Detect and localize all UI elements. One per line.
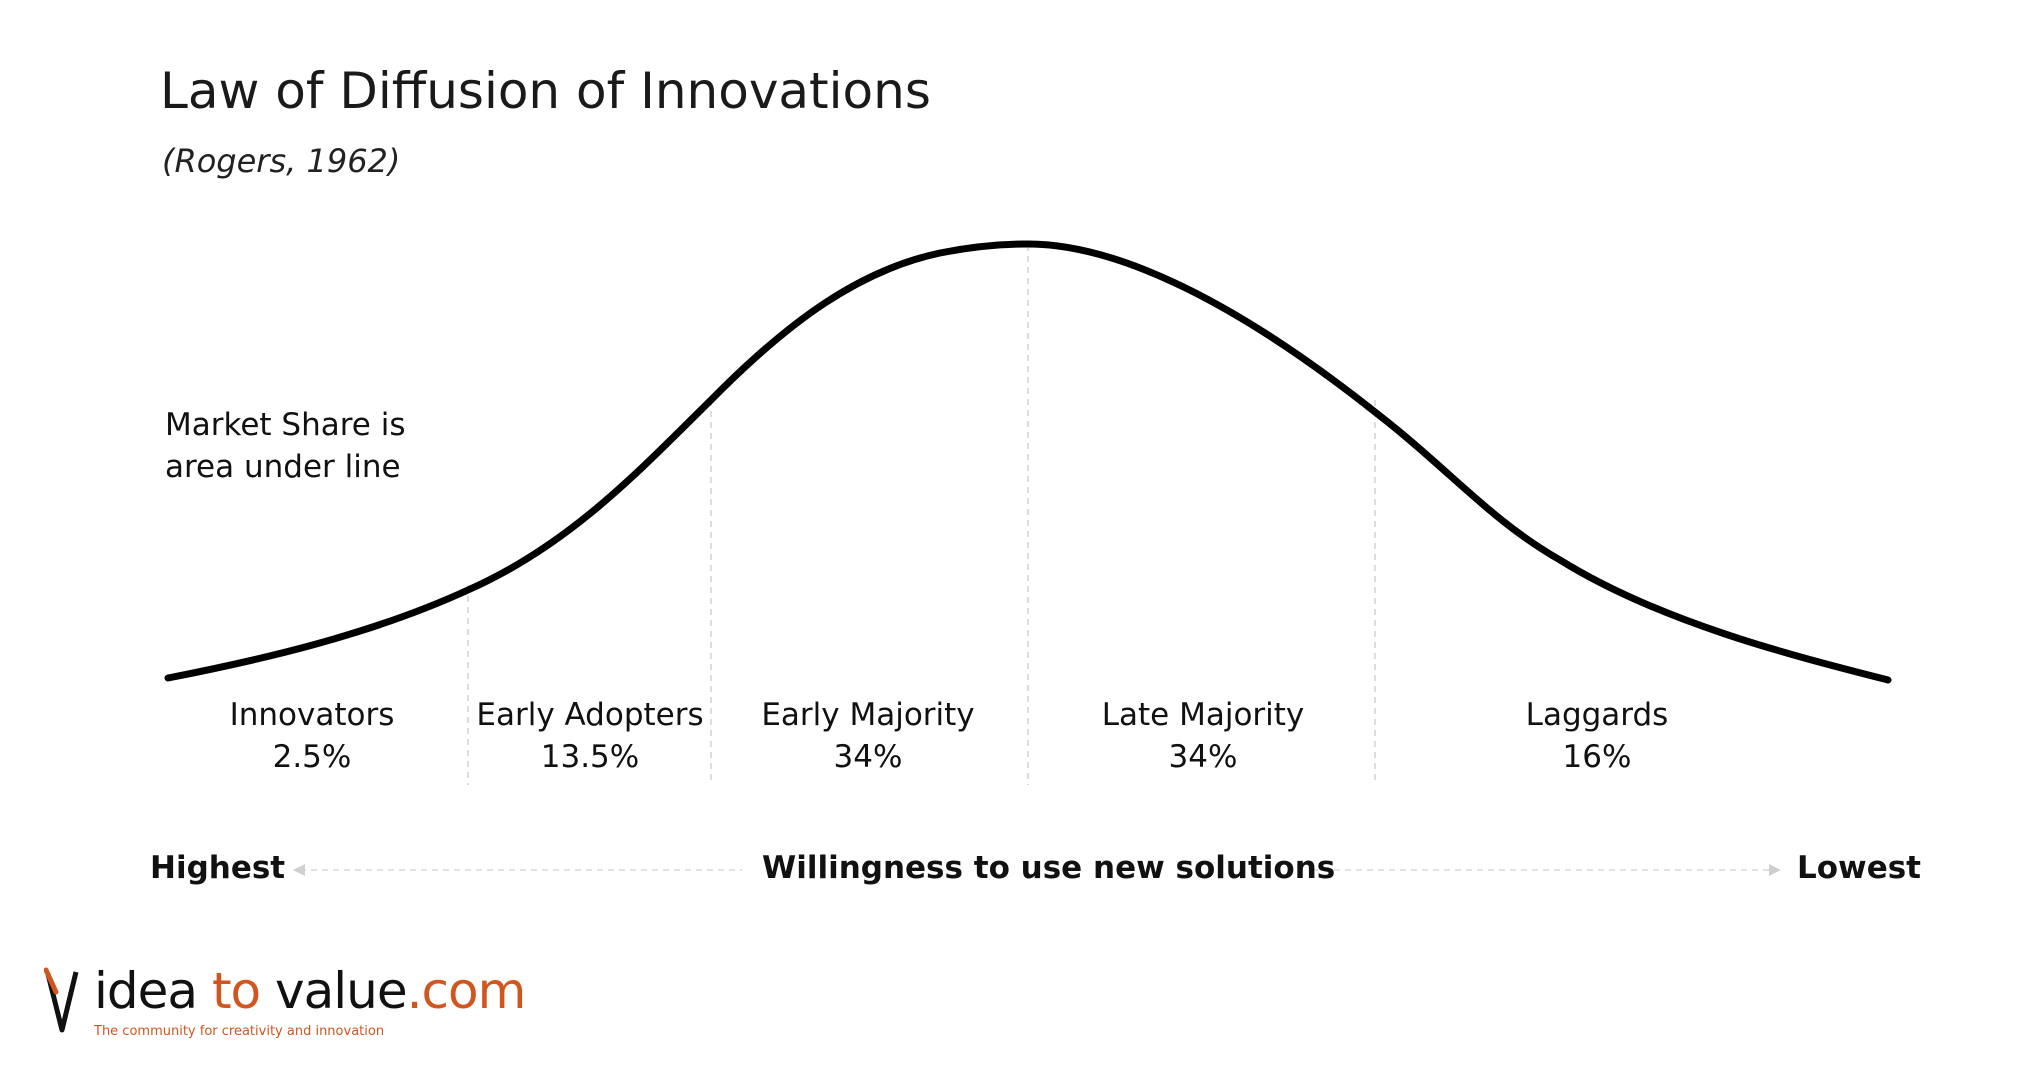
segment-share: 16%	[1562, 739, 1632, 775]
segment-innovators: Innovators 2.5%	[152, 694, 472, 778]
segment-label: Late Majority	[1101, 697, 1305, 733]
segment-share: 2.5%	[272, 739, 352, 775]
logo-text-com: .com	[406, 962, 527, 1020]
segment-label: Early Adopters	[476, 697, 704, 733]
idea-to-value-logo[interactable]: idea to value.com The community for crea…	[44, 962, 564, 1046]
logo-text-idea: idea	[94, 962, 212, 1020]
axis-arrow-right-head-icon	[1769, 864, 1781, 876]
segment-label: Early Majority	[761, 697, 975, 733]
axis-label-lowest: Lowest	[1797, 850, 1921, 886]
segment-early-adopters: Early Adopters 13.5%	[430, 694, 750, 778]
axis-arrow	[293, 864, 1781, 876]
segment-label: Laggards	[1525, 697, 1669, 733]
adoption-curve	[164, 240, 1892, 684]
logo-text-to: to	[211, 962, 261, 1020]
segment-label: Innovators	[229, 697, 395, 733]
logo-text-value: value	[260, 962, 408, 1020]
logo-tagline: The community for creativity and innovat…	[94, 1024, 385, 1039]
page-title: Law of Diffusion of Innovations	[160, 62, 931, 120]
segment-dividers	[467, 245, 1376, 785]
segment-share: 13.5%	[540, 739, 640, 775]
note-line-1: Market Share is	[165, 407, 406, 443]
logo-wordmark: idea to value.com	[94, 962, 527, 1020]
axis-arrow-left-head-icon	[293, 864, 305, 876]
axis-title: Willingness to use new solutions	[762, 850, 1336, 886]
note-line-2: area under line	[165, 449, 401, 485]
segment-early-majority: Early Majority 34%	[708, 694, 1028, 778]
segment-share: 34%	[1168, 739, 1238, 775]
page-subtitle: (Rogers, 1962)	[162, 142, 401, 180]
segment-share: 34%	[833, 739, 903, 775]
segment-late-majority: Late Majority 34%	[1043, 694, 1363, 778]
logo-v-mark-icon	[44, 967, 79, 1033]
segment-laggards: Laggards 16%	[1437, 694, 1757, 778]
market-share-note: Market Share is area under line	[165, 404, 406, 488]
axis-label-highest: Highest	[150, 850, 286, 886]
